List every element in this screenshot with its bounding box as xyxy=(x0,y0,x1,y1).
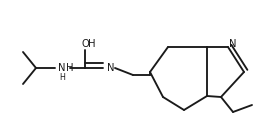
Text: H: H xyxy=(59,73,65,81)
Text: N: N xyxy=(107,63,115,73)
Text: O: O xyxy=(81,39,89,49)
Text: H: H xyxy=(88,39,96,49)
Text: N: N xyxy=(58,63,66,73)
Text: H: H xyxy=(66,63,73,73)
Text: N: N xyxy=(229,39,237,49)
